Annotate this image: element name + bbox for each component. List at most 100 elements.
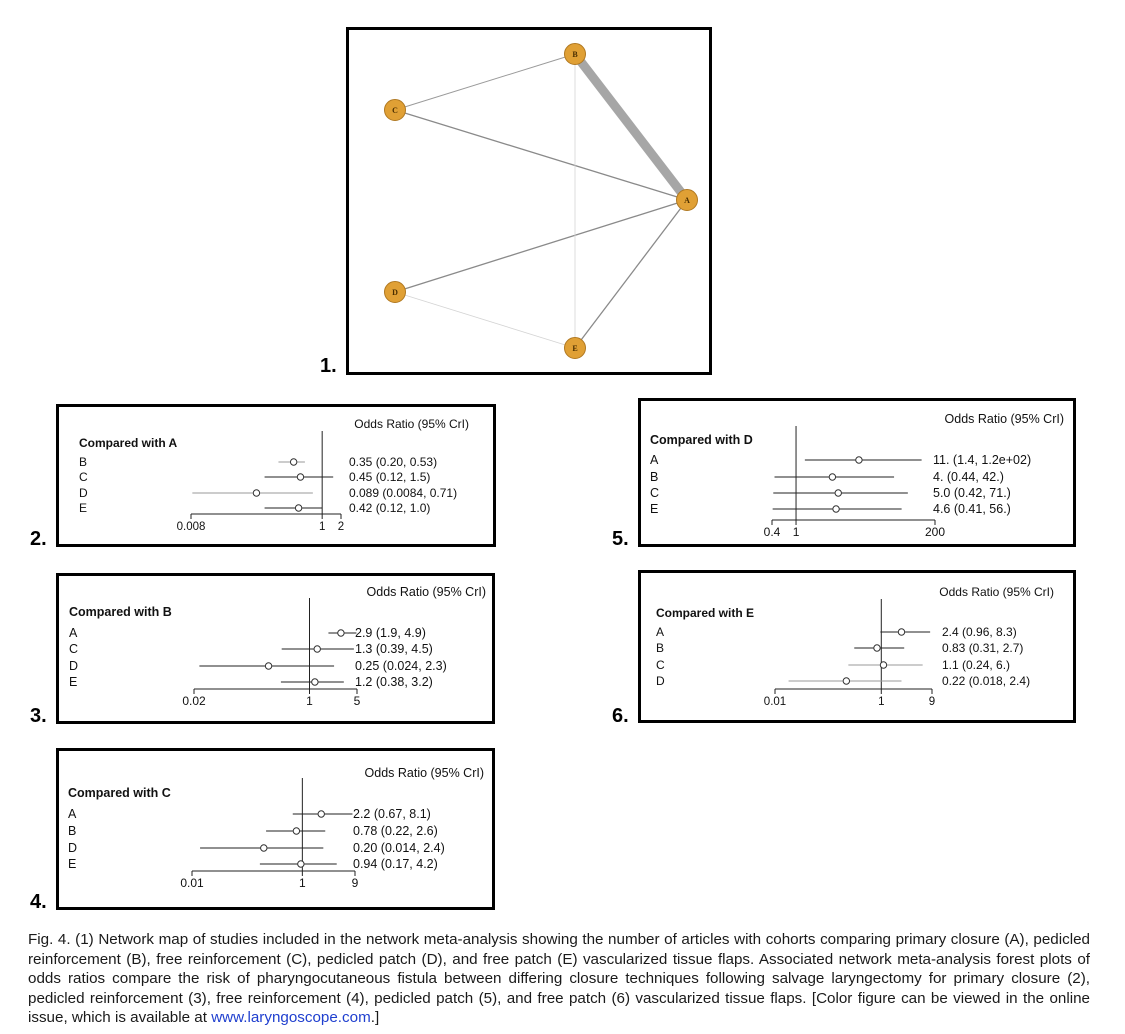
forest-plot-compared-with-c: Odds Ratio (95% CrI) Compared with C A 2.2 … — [56, 748, 495, 910]
network-map: A B C D E — [384, 43, 698, 359]
forest-plot-compared-with-e: Odds Ratio (95% CrI) Compared with E A 2.4 … — [638, 570, 1076, 723]
forest-plot-title: Compared with C — [68, 786, 171, 800]
row-category-a: A — [650, 453, 659, 467]
row-category-b: B — [68, 824, 76, 838]
network-node-d: D — [384, 281, 406, 303]
forest-plot-header: Odds Ratio (95% CrI) — [939, 585, 1054, 599]
point-estimate-a — [897, 628, 906, 636]
point-estimate-e — [832, 505, 840, 513]
network-node-a: A — [676, 189, 698, 211]
forest-plot-compared-with-b: Odds Ratio (95% CrI) Compared with B A 2.9 … — [56, 573, 495, 724]
row-category-d: D — [68, 841, 77, 855]
row-category-a: A — [656, 625, 664, 639]
row-category-b: B — [656, 641, 664, 655]
point-estimate-e — [297, 860, 305, 868]
forest-plot-title: Compared with A — [79, 436, 178, 450]
point-estimate-d — [842, 677, 851, 685]
x-tick-label: 0.4 — [764, 525, 781, 539]
forest-plot-svg: Odds Ratio (95% CrI) Compared with E A 2.4 … — [656, 585, 1054, 708]
row-category-e: E — [650, 502, 658, 516]
x-tick-label: 9 — [352, 876, 359, 890]
x-tick-label: 1 — [878, 696, 884, 708]
node-label: E — [572, 344, 577, 353]
network-node-e: E — [564, 337, 586, 359]
x-tick-label: 1 — [319, 521, 325, 533]
network-edge-a-d — [394, 199, 688, 293]
row-value-d: 0.089 (0.0084, 0.71) — [349, 486, 457, 500]
network-edge-a-e — [574, 199, 688, 349]
row-category-e: E — [68, 857, 76, 871]
x-tick-label: 1 — [793, 525, 800, 539]
row-value-d: 0.25 (0.024, 2.3) — [355, 659, 447, 673]
row-value-e: 0.94 (0.17, 4.2) — [353, 857, 438, 871]
row-category-b: B — [79, 455, 87, 469]
forest-plot-title: Compared with D — [650, 433, 753, 447]
forest-plot-svg: Odds Ratio (95% CrI) Compared with D A 11. … — [650, 412, 1064, 539]
x-tick-label: 1 — [299, 876, 306, 890]
x-tick-label: 2 — [338, 521, 344, 533]
forest-plot-header: Odds Ratio (95% CrI) — [354, 417, 469, 431]
point-estimate-c — [879, 661, 888, 669]
node-circle — [676, 189, 698, 211]
node-circle — [564, 337, 586, 359]
row-value-a: 2.4 (0.96, 8.3) — [942, 625, 1017, 639]
row-value-a: 11. (1.4, 1.2e+02) — [933, 453, 1031, 467]
point-estimate-c — [296, 473, 305, 481]
row-category-e: E — [69, 675, 77, 689]
row-value-e: 0.42 (0.12, 1.0) — [349, 501, 430, 515]
row-value-c: 5.0 (0.42, 71.) — [933, 486, 1011, 500]
forest-plot-svg: Odds Ratio (95% CrI) Compared with C A 2.2 … — [68, 766, 484, 890]
network-node-b: B — [564, 43, 586, 65]
network-edge-a-b — [571, 51, 691, 203]
forest-plot-title: Compared with B — [69, 605, 172, 619]
network-edge-d-e — [394, 291, 576, 349]
row-category-d: D — [79, 486, 88, 500]
row-value-e: 4.6 (0.41, 56.) — [933, 502, 1011, 516]
point-estimate-c — [313, 645, 321, 653]
node-label: A — [684, 196, 690, 205]
network-map-panel: A B C D E — [346, 27, 712, 375]
point-estimate-d — [252, 489, 261, 497]
point-estimate-c — [834, 489, 842, 497]
row-value-c: 1.3 (0.39, 4.5) — [355, 642, 433, 656]
x-tick-label: 1 — [306, 694, 313, 708]
node-circle — [384, 281, 406, 303]
row-value-b: 0.35 (0.20, 0.53) — [349, 455, 437, 469]
point-estimate-a — [337, 629, 345, 637]
forest-plot-header: Odds Ratio (95% CrI) — [365, 766, 484, 780]
row-category-e: E — [79, 501, 87, 515]
row-value-b: 0.78 (0.22, 2.6) — [353, 824, 438, 838]
node-label: D — [392, 288, 398, 297]
row-value-b: 0.83 (0.31, 2.7) — [942, 641, 1023, 655]
x-tick-label: 0.01 — [764, 696, 786, 708]
caption-text: Fig. 4. (1) Network map of studies inclu… — [28, 931, 1090, 1027]
laryngoscope-link[interactable]: www.laryngoscope.com — [211, 1009, 371, 1027]
row-category-c: C — [656, 658, 665, 672]
node-circle — [564, 43, 586, 65]
caption-tail: .] — [370, 1009, 380, 1027]
point-estimate-b — [828, 473, 837, 481]
panel-label-3: 3. — [30, 705, 47, 727]
panel-label-6: 6. — [612, 705, 629, 727]
row-category-c: C — [650, 486, 659, 500]
x-tick-label: 9 — [929, 696, 935, 708]
point-estimate-d — [260, 844, 268, 852]
row-category-c: C — [79, 470, 88, 484]
forest-plot-svg: Odds Ratio (95% CrI) Compared with B A 2.9 … — [69, 585, 486, 708]
row-value-b: 4. (0.44, 42.) — [933, 470, 1004, 484]
forest-plot-header: Odds Ratio (95% CrI) — [945, 412, 1064, 426]
network-edge-b-c — [394, 53, 576, 111]
point-estimate-e — [311, 678, 319, 686]
row-category-b: B — [650, 470, 658, 484]
panel-label-5: 5. — [612, 528, 629, 550]
row-value-e: 1.2 (0.38, 3.2) — [355, 675, 433, 689]
network-edge-a-c — [394, 109, 688, 201]
point-estimate-a — [317, 810, 325, 818]
figure-caption: Fig. 4. (1) Network map of studies inclu… — [28, 930, 1090, 1028]
node-circle — [384, 99, 406, 121]
point-estimate-b — [873, 644, 881, 652]
x-tick-label: 200 — [925, 525, 945, 539]
point-estimate-b — [289, 458, 298, 466]
point-estimate-e — [294, 504, 303, 512]
node-label: C — [392, 106, 398, 115]
